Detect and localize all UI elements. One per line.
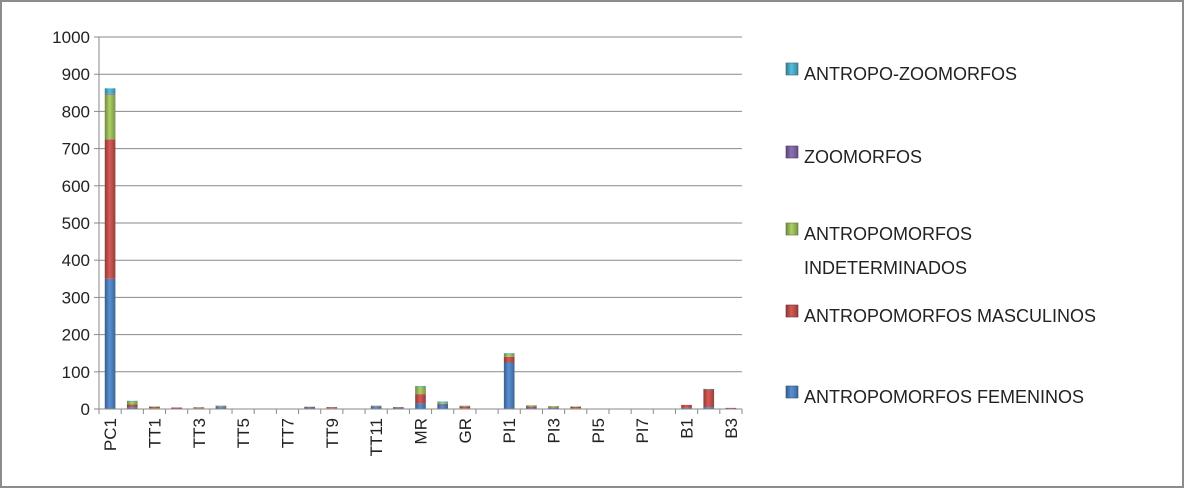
bar-segment bbox=[370, 406, 382, 409]
bar-segment bbox=[304, 407, 315, 409]
legend-label: ANTROPOMORFOS bbox=[804, 224, 972, 244]
bar-segment bbox=[437, 402, 448, 404]
bar-segment bbox=[126, 400, 138, 402]
x-tick-label: TT3 bbox=[190, 418, 209, 448]
bar-segment bbox=[215, 406, 227, 407]
bar-segment bbox=[104, 278, 116, 409]
bar-segment bbox=[415, 385, 426, 387]
bar-segment bbox=[570, 406, 582, 407]
bar-segment bbox=[149, 406, 160, 409]
x-tick-label: TT9 bbox=[323, 418, 342, 448]
bar-segment bbox=[370, 405, 382, 407]
y-tick-label: 700 bbox=[62, 140, 90, 159]
bar-segment bbox=[503, 353, 515, 357]
bar-segment bbox=[681, 407, 692, 409]
bar-segment bbox=[526, 405, 537, 407]
x-tick-label: GR bbox=[456, 418, 475, 444]
bar-segment bbox=[526, 406, 537, 408]
legend-swatch bbox=[785, 222, 799, 236]
bar-segment bbox=[126, 407, 138, 409]
bar-segment bbox=[415, 403, 426, 409]
bar-segment bbox=[437, 401, 448, 403]
bar-segment bbox=[104, 139, 116, 279]
x-tick-label: PI7 bbox=[633, 418, 652, 444]
y-tick-label: 900 bbox=[62, 65, 90, 84]
bar-segment bbox=[503, 362, 515, 409]
x-tick-label: B3 bbox=[722, 418, 741, 439]
bar-segment bbox=[326, 407, 338, 409]
legend-swatch bbox=[785, 385, 799, 399]
bar-segment bbox=[215, 407, 227, 409]
bar-segment bbox=[548, 407, 559, 409]
x-tick-label: PI5 bbox=[589, 418, 608, 444]
x-tick-label: PC1 bbox=[101, 418, 120, 451]
bar-segment bbox=[548, 406, 559, 408]
legend: ANTROPO-ZOOMORFOS ZOOMORFOS ANTROPOMORFOS I… bbox=[785, 62, 1096, 407]
y-tick-label: 0 bbox=[81, 400, 90, 419]
bar-segment bbox=[193, 407, 205, 408]
bar-segment bbox=[703, 407, 715, 409]
bar-segment bbox=[503, 353, 515, 354]
y-tick-label: 500 bbox=[62, 214, 90, 233]
bar-segment bbox=[459, 405, 471, 407]
bar-segment bbox=[104, 93, 116, 95]
bar-segment bbox=[570, 406, 582, 409]
y-tick-label: 300 bbox=[62, 288, 90, 307]
x-tick-label: TT1 bbox=[145, 418, 164, 448]
x-tick-label: TT7 bbox=[278, 418, 297, 448]
legend-label: ZOOMORFOS bbox=[804, 147, 922, 167]
x-tick-label: TT5 bbox=[234, 418, 253, 448]
bar-segment bbox=[393, 407, 404, 408]
bar-segment bbox=[193, 407, 205, 409]
bar-segment bbox=[681, 404, 692, 408]
legend-label: INDETERMINADOS bbox=[804, 258, 967, 278]
bar-segment bbox=[415, 386, 426, 395]
bar-segment bbox=[437, 403, 448, 405]
y-tick-label: 600 bbox=[62, 177, 90, 196]
bar-segment bbox=[393, 407, 404, 409]
x-tick-label: B1 bbox=[678, 418, 697, 439]
bar-segment bbox=[370, 406, 382, 407]
bar-segment bbox=[126, 401, 138, 405]
y-tick-label: 800 bbox=[62, 102, 90, 121]
x-tick-label: TT11 bbox=[367, 418, 386, 456]
y-tick-label: 1000 bbox=[52, 28, 90, 47]
bar-segment bbox=[503, 356, 515, 363]
y-tick-label: 400 bbox=[62, 251, 90, 270]
legend-swatch bbox=[785, 304, 799, 318]
x-tick-label: MR bbox=[412, 418, 431, 444]
bar-segment bbox=[437, 404, 448, 409]
bar-segment bbox=[415, 394, 426, 404]
legend-label: ANTROPOMORFOS MASCULINOS bbox=[804, 306, 1096, 326]
bar-segment bbox=[215, 406, 227, 408]
bar-segment bbox=[171, 407, 182, 409]
y-tick-label: 200 bbox=[62, 326, 90, 345]
bar-segment bbox=[526, 407, 537, 409]
bar-segment bbox=[215, 405, 227, 407]
bar-segment bbox=[149, 406, 160, 407]
bar-segment bbox=[104, 88, 116, 94]
legend-swatch bbox=[785, 62, 799, 76]
bar-segment bbox=[459, 406, 471, 409]
y-tick-label: 100 bbox=[62, 363, 90, 382]
legend-label: ANTROPOMORFOS FEMENINOS bbox=[804, 387, 1084, 407]
axes: 0 100 200 300 400 500 600 700 800 900 1000 PC1 TT1 TT… bbox=[52, 28, 743, 456]
bar-segment bbox=[304, 406, 315, 408]
bar-segment bbox=[703, 388, 715, 390]
bar-segment bbox=[104, 94, 116, 140]
bar-segment bbox=[126, 404, 138, 408]
gridlines bbox=[99, 36, 742, 373]
bars bbox=[104, 88, 737, 410]
bar-segment bbox=[725, 407, 737, 409]
bar-segment bbox=[703, 389, 715, 408]
x-tick-label: PI3 bbox=[545, 418, 564, 444]
x-tick-label: PI1 bbox=[500, 418, 519, 444]
legend-swatch bbox=[785, 145, 799, 159]
legend-label: ANTROPO-ZOOMORFOS bbox=[804, 64, 1017, 84]
bar-segment bbox=[548, 407, 559, 408]
